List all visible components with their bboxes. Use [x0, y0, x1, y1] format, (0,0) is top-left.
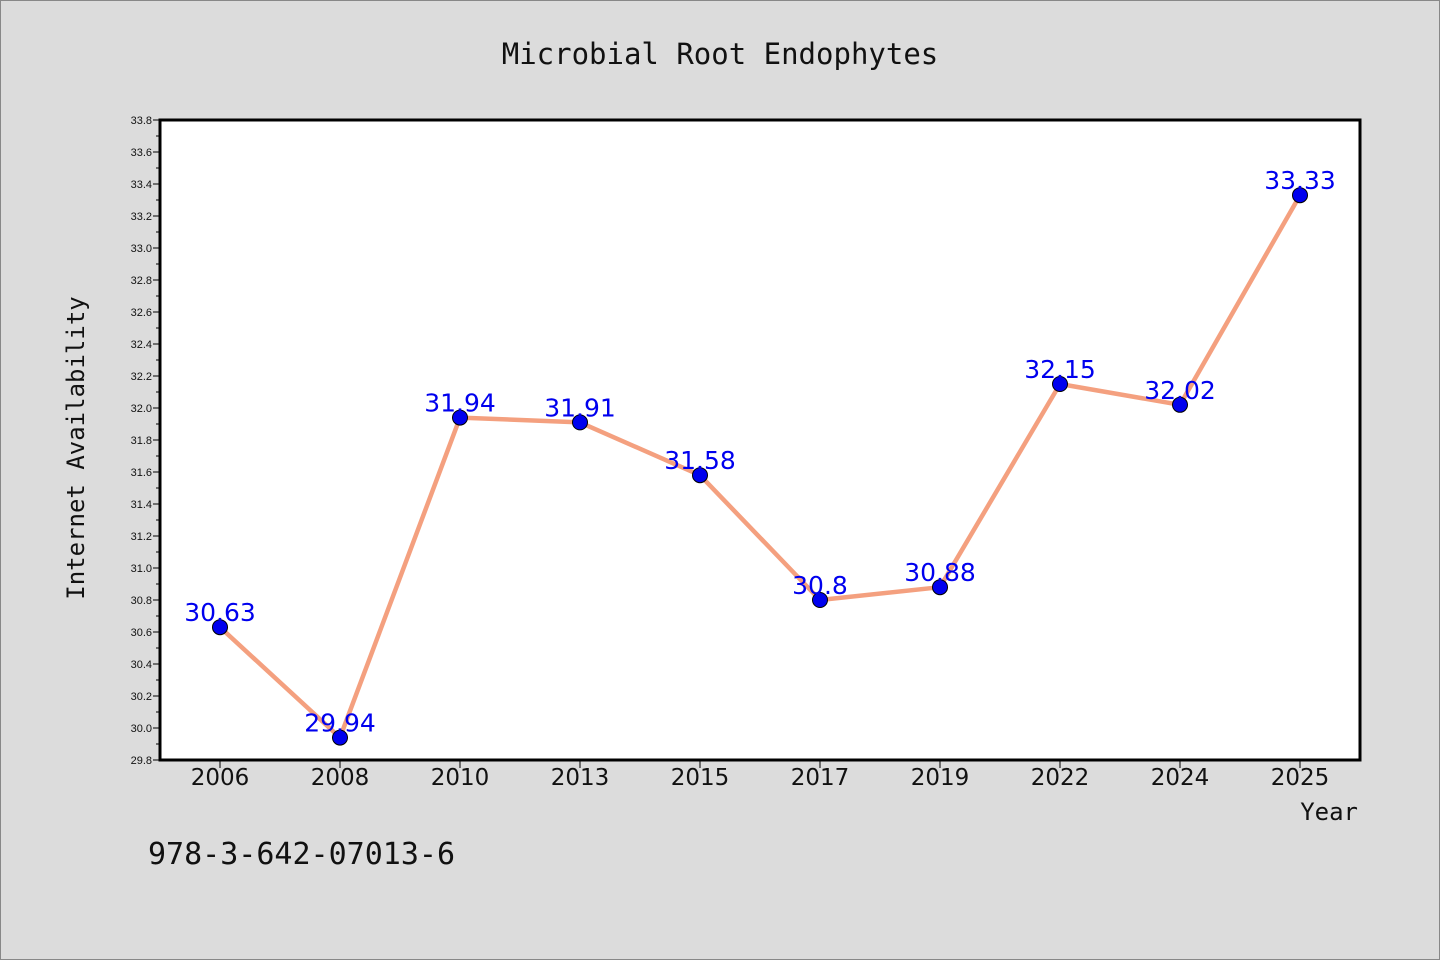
y-tick-label: 33.6 — [131, 147, 152, 159]
x-tick-label: 2017 — [791, 765, 850, 791]
data-point — [1172, 396, 1188, 413]
y-tick-label: 31.8 — [131, 435, 152, 447]
y-tick-label: 30.0 — [131, 723, 152, 735]
y-tick-label: 32.6 — [131, 307, 152, 319]
y-tick-label: 31.4 — [131, 499, 152, 511]
data-point — [932, 579, 948, 596]
y-tick-label: 33.8 — [131, 115, 152, 127]
y-tick-label: 30.2 — [131, 691, 152, 703]
data-point — [332, 729, 348, 746]
x-tick-label: 2022 — [1031, 765, 1090, 791]
data-label: 30.88 — [904, 558, 976, 587]
y-tick-label: 32.2 — [131, 371, 152, 383]
x-tick-label: 2010 — [431, 765, 490, 791]
y-axis-label: Internet Availability — [62, 296, 90, 599]
data-point — [692, 467, 708, 484]
x-axis: 2006 2008 2010 2013 2015 2017 2019 2022 2024 2025 — [191, 760, 1330, 791]
series-layer: 30.63 29.94 31.94 31.91 31.58 30.8 30.88 32.15 3… — [184, 166, 1336, 746]
y-tick-label: 33.0 — [131, 243, 152, 255]
x-axis-label: Year — [1300, 798, 1358, 826]
data-label: 31.94 — [424, 389, 496, 418]
data-point — [572, 414, 588, 431]
y-tick-label: 31.2 — [131, 531, 152, 543]
plot-area — [160, 120, 1360, 760]
data-label: 29.94 — [304, 709, 376, 738]
data-label: 31.58 — [664, 446, 736, 475]
data-label: 31.91 — [544, 393, 616, 422]
y-axis: 29.8 30.0 30.2 30.4 30.6 30.8 31.0 31.2 31.4 31.6… — [131, 115, 160, 767]
data-point — [1292, 187, 1308, 204]
y-tick-label: 31.0 — [131, 563, 152, 575]
y-tick-label: 30.8 — [131, 595, 152, 607]
y-tick-label: 32.8 — [131, 275, 152, 287]
data-point — [452, 409, 468, 426]
x-tick-label: 2019 — [911, 765, 970, 791]
x-tick-label: 2006 — [191, 765, 250, 791]
x-tick-label: 2025 — [1271, 765, 1330, 791]
x-tick-label: 2008 — [311, 765, 370, 791]
data-label: 30.8 — [792, 571, 848, 600]
y-tick-label: 32.0 — [131, 403, 152, 415]
data-label: 33.33 — [1264, 166, 1336, 195]
data-point — [212, 619, 228, 636]
plot-frame — [158, 118, 1362, 762]
y-tick-label: 31.6 — [131, 467, 152, 479]
x-tick-label: 2013 — [551, 765, 610, 791]
chart-title: Microbial Root Endophytes — [502, 37, 939, 71]
y-tick-label: 29.8 — [131, 755, 152, 767]
series-line — [218, 194, 1302, 740]
y-tick-label: 33.2 — [131, 211, 152, 223]
y-tick-label: 33.4 — [131, 179, 152, 191]
y-tick-label: 32.4 — [131, 339, 152, 351]
data-label: 32.15 — [1024, 355, 1096, 384]
y-tick-label: 30.6 — [131, 627, 152, 639]
data-point — [812, 592, 828, 608]
y-tick-label: 30.4 — [131, 659, 152, 671]
x-tick-label: 2015 — [671, 765, 730, 791]
x-tick-label: 2024 — [1151, 765, 1210, 791]
footnote-isbn: 978-3-642-07013-6 — [148, 837, 455, 872]
data-label: 32.02 — [1144, 376, 1216, 405]
data-label: 30.63 — [184, 598, 256, 627]
data-point — [1052, 376, 1068, 392]
